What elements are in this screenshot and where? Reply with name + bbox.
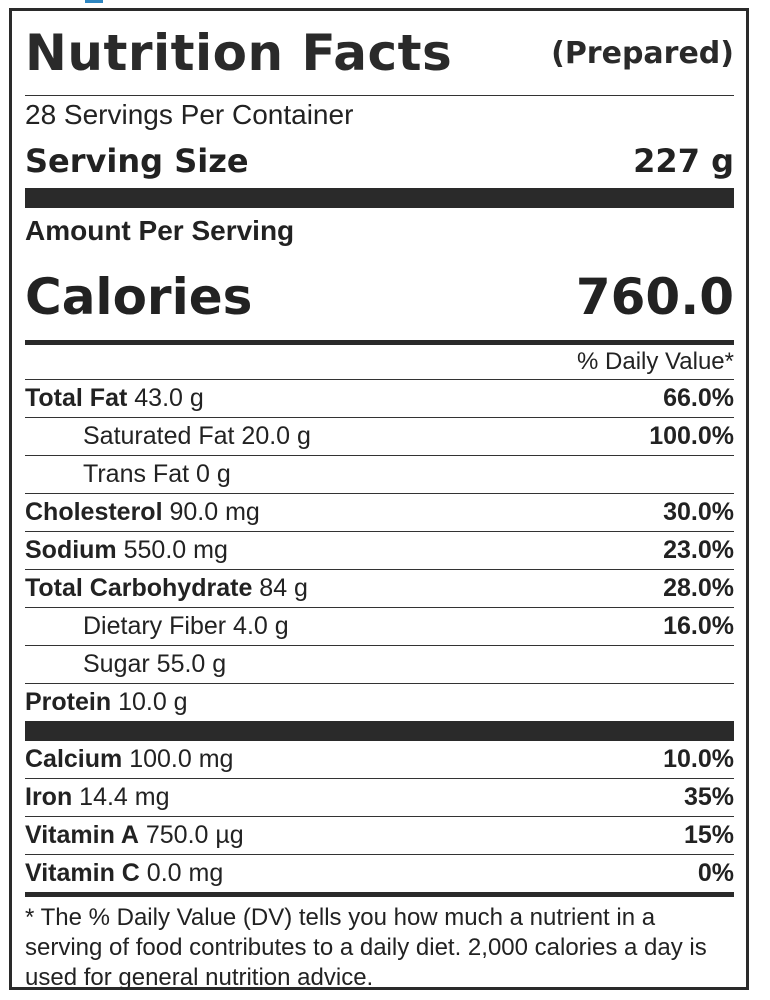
nutrient-row-total-fat: Total Fat 43.0 g 66.0% (25, 379, 734, 417)
nutrient-amount: 84 g (252, 574, 308, 602)
nutrient-amount: 55.0 g (149, 650, 227, 678)
nutrient-amount: 4.0 g (226, 612, 289, 640)
top-accent-bar (85, 0, 103, 3)
nutrient-row-cholesterol: Cholesterol 90.0 mg 30.0% (25, 493, 734, 531)
divider-thick (25, 721, 734, 741)
servings-per-container: 28 Servings Per Container (25, 99, 354, 130)
calories-value: 760.0 (575, 268, 734, 326)
nutrient-daily-value: 30.0% (663, 498, 734, 526)
divider-medium (25, 340, 734, 345)
serving-size-value: 227 g (633, 142, 734, 180)
nutrient-amount: 90.0 mg (162, 498, 260, 526)
nutrient-daily-value: 66.0% (663, 384, 734, 412)
mineral-row-vitamin-a: Vitamin A 750.0 µg 15% (25, 816, 734, 854)
nutrient-daily-value: 100.0% (649, 422, 734, 450)
mineral-name: Vitamin A (25, 821, 139, 849)
nutrient-amount: 20.0 g (234, 422, 311, 450)
nutrient-name: Total Fat (25, 384, 128, 412)
daily-value-footnote: * The % Daily Value (DV) tells you how m… (25, 892, 734, 993)
nutrient-row-sodium: Sodium 550.0 mg 23.0% (25, 531, 734, 569)
nutrition-facts-label: Nutrition Facts (Prepared) 28 Servings P… (9, 8, 749, 993)
mineral-daily-value: 35% (683, 783, 734, 811)
nutrient-amount: 0 g (189, 460, 231, 488)
mineral-daily-value: 15% (683, 821, 734, 849)
mineral-amount: 100.0 mg (122, 745, 234, 773)
nutrient-name: Saturated Fat (83, 422, 235, 450)
divider-thick (25, 188, 734, 208)
nutrient-row-total-carbohydrate: Total Carbohydrate 84 g 28.0% (25, 569, 734, 607)
mineral-name: Calcium (25, 745, 123, 773)
label-title: Nutrition Facts (25, 24, 453, 82)
nutrient-name: Trans Fat (83, 460, 190, 488)
mineral-name: Iron (25, 783, 73, 811)
mineral-row-iron: Iron 14.4 mg 35% (25, 778, 734, 816)
nutrient-row-trans-fat: Trans Fat 0 g (25, 455, 734, 493)
serving-size-label: Serving Size (25, 142, 249, 180)
mineral-daily-value: 0% (697, 859, 734, 887)
nutrient-daily-value: 16.0% (663, 612, 734, 640)
serving-size-row: Serving Size 227 g (25, 134, 734, 188)
nutrient-name: Cholesterol (25, 498, 163, 526)
nutrient-row-saturated-fat: Saturated Fat 20.0 g 100.0% (25, 417, 734, 455)
mineral-amount: 0.0 mg (139, 859, 224, 887)
mineral-row-vitamin-c: Vitamin C 0.0 mg 0% (25, 854, 734, 892)
nutrient-amount: 10.0 g (111, 688, 188, 716)
title-row: Nutrition Facts (Prepared) (25, 11, 734, 95)
mineral-daily-value: 10.0% (663, 745, 734, 773)
amount-per-serving: Amount Per Serving (25, 215, 295, 246)
nutrient-name: Dietary Fiber (83, 612, 227, 640)
nutrient-daily-value: 23.0% (663, 536, 734, 564)
mineral-amount: 750.0 µg (138, 821, 244, 849)
mineral-name: Vitamin C (25, 859, 140, 887)
nutrient-row-dietary-fiber: Dietary Fiber 4.0 g 16.0% (25, 607, 734, 645)
mineral-amount: 14.4 mg (72, 783, 170, 811)
nutrient-name: Sodium (25, 536, 117, 564)
calories-row: Calories 760.0 (25, 254, 734, 340)
nutrient-name: Sugar (83, 650, 150, 678)
calories-label: Calories (25, 268, 253, 326)
nutrient-name: Protein (25, 688, 112, 716)
divider-thin (25, 95, 734, 96)
prepared-note: (Prepared) (551, 35, 734, 71)
nutrient-amount: 43.0 g (127, 384, 204, 412)
nutrient-amount: 550.0 mg (116, 536, 228, 564)
nutrient-name: Total Carbohydrate (25, 574, 253, 602)
nutrient-row-protein: Protein 10.0 g (25, 683, 734, 721)
nutrient-daily-value: 28.0% (663, 574, 734, 602)
daily-value-header: % Daily Value* (577, 348, 734, 375)
nutrient-row-sugar: Sugar 55.0 g (25, 645, 734, 683)
mineral-row-calcium: Calcium 100.0 mg 10.0% (25, 741, 734, 778)
